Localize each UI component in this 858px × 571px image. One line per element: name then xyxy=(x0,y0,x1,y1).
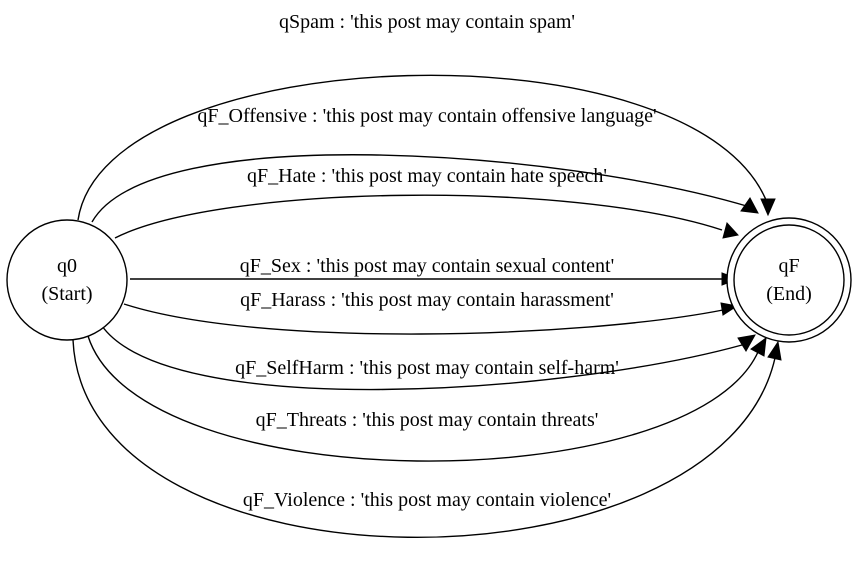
transition-label-harass: qF_Harass : 'this post may contain haras… xyxy=(240,289,614,311)
transition-edge-spam xyxy=(77,74,769,221)
state-end-name: qF xyxy=(778,255,799,277)
transition-selfharm: qF_SelfHarm : 'this post may contain sel… xyxy=(101,325,756,391)
arrowhead-threats xyxy=(750,336,767,357)
transition-edge-hate xyxy=(114,194,723,239)
transition-label-hate: qF_Hate : 'this post may contain hate sp… xyxy=(247,165,607,187)
transition-edge-violence xyxy=(72,339,776,538)
transition-threats: qF_Threats : 'this post may contain thre… xyxy=(87,335,767,462)
transition-edge-offensive xyxy=(91,154,751,223)
transition-label-threats: qF_Threats : 'this post may contain thre… xyxy=(256,409,599,431)
transition-label-selfharm: qF_SelfHarm : 'this post may contain sel… xyxy=(235,357,619,379)
arrowhead-selfharm xyxy=(737,334,756,352)
transition-sex: qF_Sex : 'this post may contain sexual c… xyxy=(130,255,740,286)
transitions: qSpam : 'this post may contain spam' qF_… xyxy=(72,11,782,538)
arrowhead-spam xyxy=(760,198,776,217)
transition-hate: qF_Hate : 'this post may contain hate sp… xyxy=(114,165,739,239)
transition-harass: qF_Harass : 'this post may contain haras… xyxy=(123,289,739,335)
state-start-label: (Start) xyxy=(41,283,92,305)
transition-label-violence: qF_Violence : 'this post may contain vio… xyxy=(243,489,611,511)
transition-label-sex: qF_Sex : 'this post may contain sexual c… xyxy=(240,255,614,277)
transition-edge-selfharm xyxy=(101,325,743,391)
state-end-inner-circle xyxy=(733,224,845,336)
transition-edge-harass xyxy=(123,303,724,335)
state-end: qF (End) xyxy=(726,217,852,343)
arrowhead-hate xyxy=(722,221,739,239)
state-start-circle xyxy=(6,219,128,341)
transition-label-offensive: qF_Offensive : 'this post may contain of… xyxy=(197,105,656,127)
state-end-label: (End) xyxy=(766,283,812,305)
transition-spam: qSpam : 'this post may contain spam' xyxy=(77,11,776,221)
state-start: q0 (Start) xyxy=(6,219,128,341)
arrowhead-violence xyxy=(767,340,782,361)
transition-offensive: qF_Offensive : 'this post may contain of… xyxy=(91,105,759,223)
transition-violence: qF_Violence : 'this post may contain vio… xyxy=(72,339,782,538)
arrowhead-offensive xyxy=(740,197,759,214)
state-start-name: q0 xyxy=(57,255,77,277)
transition-edge-threats xyxy=(87,335,759,462)
transition-label-spam: qSpam : 'this post may contain spam' xyxy=(279,11,575,33)
